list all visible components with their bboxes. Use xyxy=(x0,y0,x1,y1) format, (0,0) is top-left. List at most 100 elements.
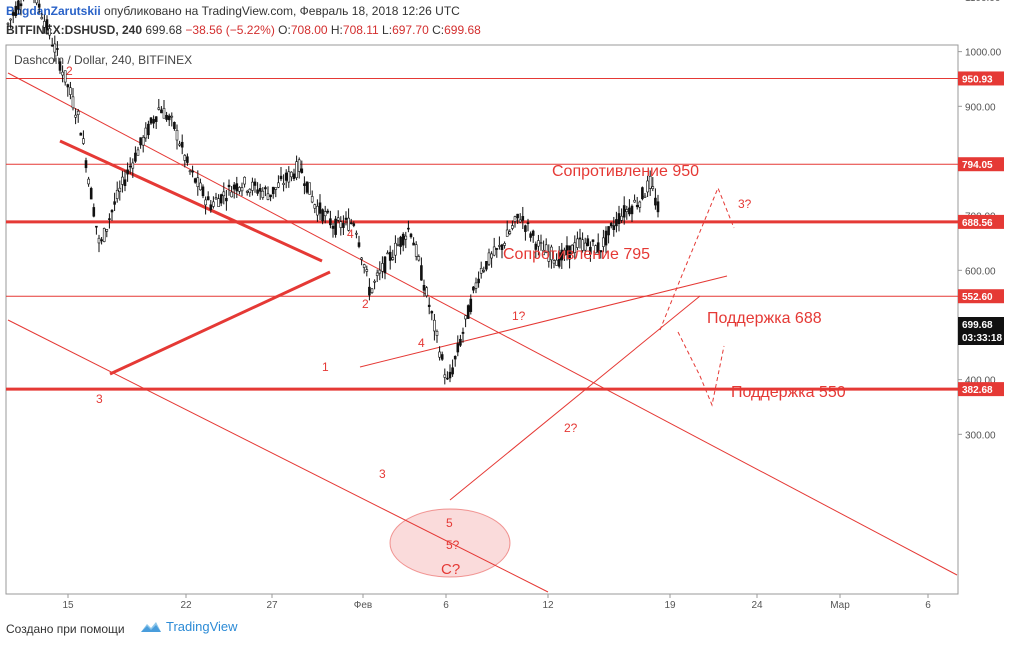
candle-body xyxy=(544,244,548,253)
publish-line: BogdanZarutskii опубликовано на TradingV… xyxy=(6,4,460,18)
wave-label: 2 xyxy=(362,297,369,311)
candle-body xyxy=(45,19,49,31)
candle-body xyxy=(604,230,608,246)
candle-body xyxy=(308,182,311,195)
trend-line xyxy=(449,295,701,501)
candle-body xyxy=(448,371,452,379)
candle-body xyxy=(303,183,306,186)
candle-body xyxy=(357,242,361,247)
candle-body xyxy=(284,172,288,181)
candle-body xyxy=(35,0,38,4)
candle-body xyxy=(399,236,402,247)
candle-body xyxy=(628,207,631,215)
x-tick-label: 27 xyxy=(266,600,278,611)
candle-body xyxy=(102,228,106,242)
candle-body xyxy=(274,187,278,190)
ohlc-l-label: L: xyxy=(382,23,393,37)
candle-body xyxy=(563,249,566,256)
candle-body xyxy=(74,114,77,118)
y-tick-label: 1000.00 xyxy=(965,48,1002,59)
candle-body xyxy=(386,252,389,255)
candle-body xyxy=(310,196,314,203)
candle-body xyxy=(596,242,600,253)
candle-body xyxy=(633,199,636,203)
author-link[interactable]: BogdanZarutskii xyxy=(6,4,101,18)
projection-down xyxy=(677,331,725,407)
y-tick-label: 1100.00 xyxy=(965,0,1001,4)
candle-body xyxy=(313,204,317,209)
candle-body xyxy=(126,169,129,175)
candle-body xyxy=(417,256,421,261)
candle-body xyxy=(53,43,57,53)
candle-body xyxy=(485,261,488,270)
ohlc-low: 697.70 xyxy=(392,23,429,37)
candle-body xyxy=(534,243,538,250)
trend-line xyxy=(59,139,323,263)
ohlc-close: 699.68 xyxy=(444,23,481,37)
wave-label: 4 xyxy=(347,227,354,241)
candle-body xyxy=(336,217,340,221)
x-tick-label: 12 xyxy=(542,600,554,611)
candle-body xyxy=(469,298,473,312)
candle-body xyxy=(586,238,590,246)
candle-body xyxy=(396,244,400,246)
candle-body xyxy=(113,201,116,205)
candle-body xyxy=(58,61,62,71)
level-annotation: Сопротивление 950 xyxy=(552,163,699,180)
candle-body xyxy=(56,48,59,50)
candle-body xyxy=(76,110,80,115)
candle-body xyxy=(331,225,335,229)
candle-body xyxy=(97,237,101,244)
candle-body xyxy=(370,288,374,293)
y-tick-label: 300.00 xyxy=(965,430,996,441)
candle-body xyxy=(17,0,20,10)
y-tick-label: 900.00 xyxy=(965,102,996,113)
candle-body xyxy=(495,248,499,250)
candle-body xyxy=(342,222,345,228)
price-label-bg xyxy=(958,289,1004,304)
candle-body xyxy=(591,239,595,242)
x-tick-label: Фев xyxy=(354,600,372,611)
candle-body xyxy=(188,170,192,173)
candle-body xyxy=(79,132,83,136)
candle-body xyxy=(217,198,220,207)
ohlc-line: BITFINEX:DSHUSD, 240 699.68 −38.56 (−5.2… xyxy=(6,23,481,37)
candle-body xyxy=(560,249,564,261)
candle-body xyxy=(615,219,618,227)
current-price-label: 699.68 xyxy=(962,320,993,331)
price-label: 794.05 xyxy=(962,160,993,171)
price-change: −38.56 (−5.22%) xyxy=(185,23,275,37)
candle-body xyxy=(108,218,111,220)
candle-body xyxy=(269,194,272,198)
candle-body xyxy=(37,3,41,8)
candle-body xyxy=(542,249,545,256)
level-annotation: Поддержка 550 xyxy=(731,384,846,401)
candle-body xyxy=(433,319,436,332)
candle-body xyxy=(334,218,337,235)
candle-body xyxy=(292,173,296,179)
candle-body xyxy=(474,282,478,289)
candle-body xyxy=(344,217,348,220)
candle-body xyxy=(300,168,304,174)
candle-body xyxy=(581,239,584,251)
candle-body xyxy=(95,225,98,228)
candle-body xyxy=(6,22,10,25)
candle-body xyxy=(167,115,171,121)
wave-label: 1? xyxy=(512,309,526,323)
candle-body xyxy=(128,165,132,168)
ohlc-open: 708.00 xyxy=(290,23,328,37)
candle-body xyxy=(518,219,522,223)
candle-body xyxy=(578,237,582,240)
candle-body xyxy=(635,204,639,208)
candle-body xyxy=(238,187,241,192)
candle-body xyxy=(115,189,119,199)
candle-body xyxy=(149,117,153,124)
candle-body xyxy=(256,189,259,194)
tradingview-brand[interactable]: TradingView xyxy=(140,619,238,634)
candle-body xyxy=(511,225,514,229)
candle-body xyxy=(482,270,486,272)
candle-body xyxy=(602,237,605,247)
candle-body xyxy=(183,155,187,161)
candle-body xyxy=(638,201,642,208)
